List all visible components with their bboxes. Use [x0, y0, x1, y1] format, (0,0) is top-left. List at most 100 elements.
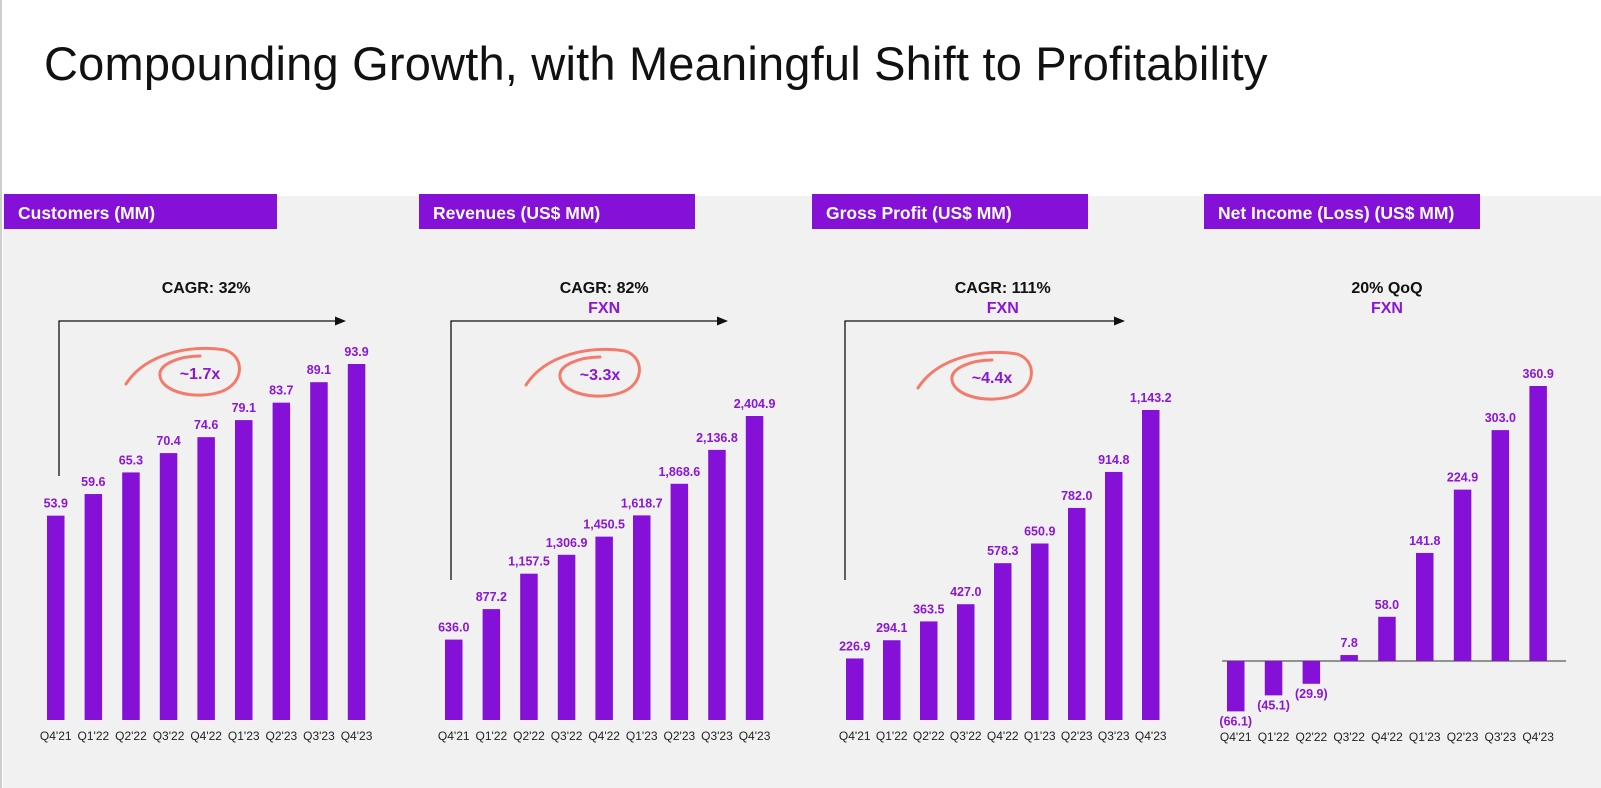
x-tick-label: Q3'22	[950, 729, 982, 743]
growth-label: 20% QoQ	[1351, 280, 1422, 297]
bar	[745, 416, 764, 720]
bar-value-label: (45.1)	[1257, 698, 1290, 712]
chart-title: Customers (MM)	[18, 203, 155, 223]
growth-label: CAGR: 32%	[162, 280, 251, 297]
x-tick-label: Q1'22	[1258, 730, 1290, 744]
bar-value-label: 65.3	[119, 453, 143, 467]
bar	[1264, 661, 1283, 696]
x-tick-label: Q2'22	[513, 729, 545, 743]
bar-value-label: 70.4	[156, 434, 180, 448]
growth-sublabel: FXN	[987, 300, 1019, 317]
chart-2: Revenues (US$ MM) CAGR: 82% FXN ~3.3x 636.0 Q…	[419, 194, 775, 743]
chart-4: Net Income (Loss) (US$ MM) 20% QoQ FXN (66.…	[1204, 194, 1566, 744]
bar-value-label: 914.8	[1098, 453, 1129, 467]
bar	[1416, 552, 1434, 661]
bar-value-label: 74.6	[194, 418, 218, 432]
bar-value-label: (66.1)	[1219, 714, 1252, 728]
growth-arrow-head	[1114, 316, 1125, 326]
x-tick-label: Q3'23	[1098, 729, 1130, 743]
x-tick-label: Q1'23	[228, 729, 260, 743]
x-tick-label: Q3'23	[701, 729, 733, 743]
growth-arrow-line	[844, 320, 1115, 580]
x-tick-label: Q4'22	[1371, 730, 1403, 744]
charts-panel	[3, 196, 1601, 788]
chart-header-bar	[812, 194, 1088, 229]
bar	[1142, 410, 1160, 720]
bar-value-label: 363.5	[913, 602, 944, 616]
chart-3: Gross Profit (US$ MM) CAGR: 111% FXN ~4.4x 2…	[812, 194, 1172, 743]
bar-value-label: 1,143.2	[1130, 391, 1172, 405]
x-tick-label: Q3'22	[1333, 730, 1365, 744]
growth-arrow-line	[58, 320, 336, 476]
bar	[1068, 507, 1086, 720]
bar	[482, 609, 501, 720]
bar-value-label: (29.9)	[1295, 687, 1328, 701]
chart-header-bar	[1204, 194, 1480, 229]
bar-value-label: 360.9	[1523, 367, 1554, 381]
bar-value-label: 83.7	[269, 384, 293, 398]
x-tick-label: Q4'22	[588, 729, 620, 743]
chart-title: Revenues (US$ MM)	[433, 203, 600, 223]
chart-title: Gross Profit (US$ MM)	[826, 203, 1012, 223]
bar-value-label: 1,868.6	[658, 465, 700, 479]
bar	[445, 639, 463, 720]
x-tick-label: Q2'22	[913, 729, 945, 743]
bar-value-label: 877.2	[476, 590, 507, 604]
bar	[122, 472, 140, 720]
bar-value-label: 224.9	[1447, 471, 1478, 485]
x-tick-label: Q2'23	[266, 729, 298, 743]
bar	[1453, 489, 1472, 661]
growth-arrow-line	[450, 320, 718, 580]
x-tick-label: Q4'23	[1135, 729, 1167, 743]
bar	[708, 449, 726, 720]
x-tick-label: Q4'21	[839, 729, 871, 743]
bar-value-label: 1,306.9	[546, 536, 588, 550]
bar	[1529, 386, 1547, 661]
growth-sublabel: FXN	[588, 300, 620, 317]
bar-value-label: 79.1	[232, 401, 256, 415]
x-tick-label: Q1'22	[876, 729, 908, 743]
bar	[883, 640, 901, 720]
growth-multiple: ~4.4x	[972, 370, 1013, 387]
bar	[272, 402, 291, 720]
bar	[197, 437, 215, 720]
bar-value-label: 427.0	[950, 585, 981, 599]
bar-value-label: 2,404.9	[734, 397, 776, 411]
bar-value-label: 58.0	[1375, 598, 1399, 612]
bar	[84, 494, 103, 720]
bar	[347, 364, 366, 720]
bar-value-label: 226.9	[839, 639, 870, 653]
left-border	[0, 0, 2, 788]
chart-title: Net Income (Loss) (US$ MM)	[1218, 203, 1454, 223]
bar-value-label: 650.9	[1024, 524, 1055, 538]
multiple-circle	[124, 346, 241, 397]
page-title: Compounding Growth, with Meaningful Shif…	[44, 37, 1268, 90]
bar	[1378, 616, 1396, 661]
bar-value-label: 303.0	[1485, 411, 1516, 425]
bar-value-label: 141.8	[1409, 534, 1440, 548]
x-tick-label: Q2'22	[115, 729, 147, 743]
bar	[520, 573, 538, 720]
bar-value-label: 1,157.5	[508, 555, 550, 569]
x-tick-label: Q4'23	[739, 729, 771, 743]
bar-value-label: 1,450.5	[583, 518, 625, 532]
x-tick-label: Q1'23	[1024, 729, 1056, 743]
bar-value-label: 93.9	[344, 345, 368, 359]
x-tick-label: Q4'23	[1522, 730, 1554, 744]
growth-arrow-head	[335, 316, 346, 326]
x-tick-label: Q3'23	[303, 729, 335, 743]
x-tick-label: Q2'23	[1447, 730, 1479, 744]
bar	[1227, 661, 1245, 712]
bar-value-label: 2,136.8	[696, 431, 738, 445]
bar	[557, 554, 576, 720]
x-tick-label: Q1'23	[626, 729, 658, 743]
x-tick-label: Q4'22	[190, 729, 222, 743]
chart-1: Customers (MM) CAGR: 32% ~1.7x 53.9 Q4'21 59.…	[4, 194, 373, 743]
bar	[235, 420, 253, 720]
growth-multiple: ~1.7x	[180, 366, 221, 383]
x-tick-label: Q1'22	[78, 729, 110, 743]
bar-value-label: 89.1	[307, 363, 331, 377]
bar	[47, 515, 65, 720]
bar	[670, 483, 689, 720]
x-tick-label: Q4'21	[438, 729, 470, 743]
